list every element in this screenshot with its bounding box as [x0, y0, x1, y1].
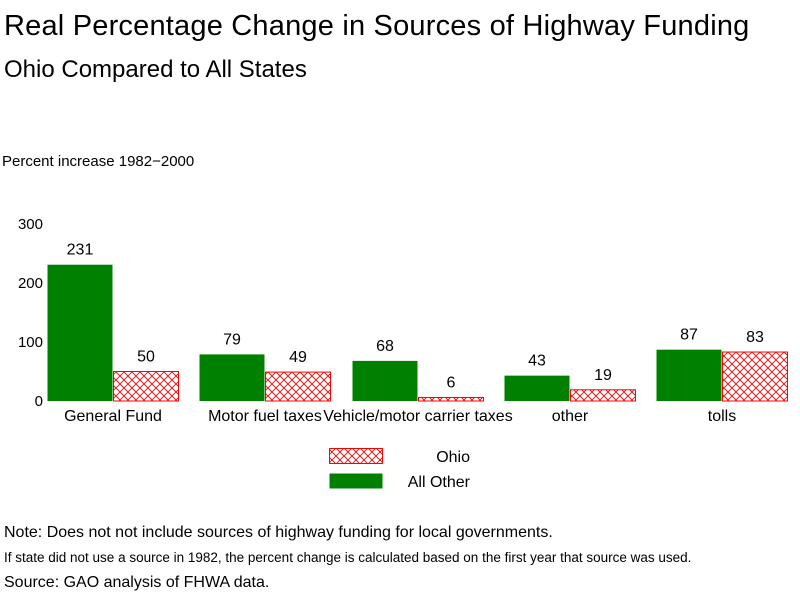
data-label-ohio-tolls: 83	[746, 329, 764, 346]
note-local-governments: Note: Does not not include sources of hi…	[4, 524, 553, 541]
x-tick-label-general-fund: General Fund	[64, 408, 162, 425]
bar-all-other-motor-fuel-taxes	[199, 354, 265, 401]
bar-chart: Percent increase 1982−2000 0 100 200 300 23…	[2, 153, 788, 491]
legend-swatch-all-other	[329, 473, 383, 489]
data-label-all-other-motor-fuel-taxes: 79	[223, 331, 241, 348]
bar-ohio-tolls	[722, 351, 788, 402]
x-tick-label-motor-fuel-taxes: Motor fuel taxes	[208, 408, 322, 425]
data-label-all-other-tolls: 87	[680, 327, 698, 344]
chart-subtitle: Ohio Compared to All States	[4, 56, 307, 83]
data-label-ohio-motor-fuel-taxes: 49	[289, 349, 307, 366]
y-axis-label: Percent increase 1982−2000	[2, 153, 194, 170]
y-tick-label: 100	[18, 334, 43, 351]
x-axis: General Fund Motor fuel taxes Vehicle/moto…	[64, 408, 736, 425]
bar-ohio-other	[570, 389, 636, 402]
y-axis: 0 100 200 300	[18, 216, 43, 410]
bar-all-other-other	[504, 375, 570, 401]
data-label-all-other-other: 43	[528, 353, 546, 370]
y-tick-label: 0	[35, 393, 43, 410]
note-base-year: If state did not use a source in 1982, t…	[4, 550, 692, 565]
data-label-all-other-vehicle-motor-carrier-taxes: 68	[376, 338, 394, 355]
bar-ohio-general-fund	[113, 371, 179, 402]
bar-all-other-vehicle-motor-carrier-taxes	[352, 360, 418, 401]
legend: Ohio All Other	[329, 448, 471, 491]
legend-swatch-ohio	[329, 448, 383, 464]
bar-all-other-general-fund	[47, 264, 113, 401]
legend-label-ohio: Ohio	[436, 449, 470, 466]
x-tick-label-vehicle-motor-carrier-taxes: Vehicle/motor carrier taxes	[323, 408, 512, 425]
y-tick-label: 200	[18, 275, 43, 292]
bar-ohio-motor-fuel-taxes	[265, 371, 331, 402]
bar-all-other-tolls	[656, 349, 722, 401]
bar-ohio-vehicle-motor-carrier-taxes	[418, 396, 484, 402]
x-tick-label-other: other	[552, 408, 589, 425]
x-tick-label-tolls: tolls	[708, 408, 736, 425]
source-note: Source: GAO analysis of FHWA data.	[4, 574, 270, 591]
data-label-ohio-other: 19	[594, 367, 612, 384]
data-label-all-other-general-fund: 231	[67, 242, 94, 259]
data-label-ohio-general-fund: 50	[137, 349, 155, 366]
chart-title: Real Percentage Change in Sources of Hig…	[4, 10, 750, 42]
legend-label-all-other: All Other	[408, 474, 471, 491]
y-tick-label: 300	[18, 216, 43, 233]
data-label-ohio-vehicle-motor-carrier-taxes: 6	[447, 374, 456, 391]
bars: 231 50 79 49 68 6 43 19 87 83	[47, 242, 788, 402]
